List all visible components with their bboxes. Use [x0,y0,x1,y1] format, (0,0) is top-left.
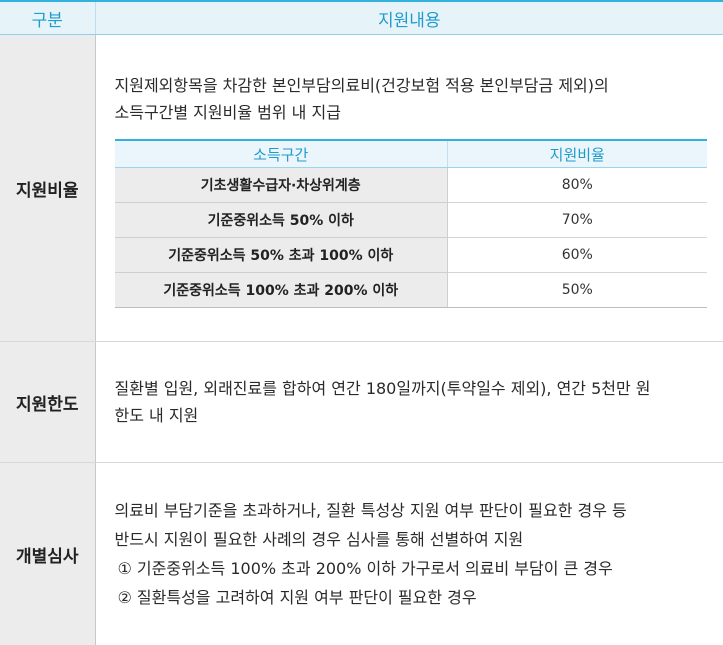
support-rate-description: 지원제외항목을 차감한 본인부담의료비(건강보험 적용 본인부담금 제외)의 소… [115,72,723,126]
review-criteria-item: ① 기준중위소득 100% 초과 200% 이하 가구로서 의료비 부담이 큰 … [118,554,723,583]
support-rate-content: 지원제외항목을 차감한 본인부담의료비(건강보험 적용 본인부담금 제외)의 소… [95,35,723,342]
support-limit-content: 질환별 입원, 외래진료를 합하여 연간 180일까지(투약일수 제외), 연간… [95,342,723,463]
description-line: 지원제외항목을 차감한 본인부담의료비(건강보험 적용 본인부담금 제외)의 [115,72,723,99]
description-line: 반드시 지원이 필요한 사례의 경우 심사를 통해 선별하여 지원 [115,525,723,554]
support-limit-description: 질환별 입원, 외래진료를 합하여 연간 180일까지(투약일수 제외), 연간… [115,375,723,429]
header-income-bracket: 소득구간 [115,140,448,168]
support-rate-cell: 80% [448,168,707,203]
row-label-support-rate: 지원비율 [0,35,95,342]
header-content: 지원내용 [95,1,723,35]
row-individual-review: 개별심사 의료비 부담기준을 초과하거나, 질환 특성상 지원 여부 판단이 필… [0,463,723,645]
income-bracket-table: 소득구간 지원비율 기초생활수급자·차상위계층 80% 기준중위소득 50% 이… [115,139,707,308]
header-category: 구분 [0,1,95,35]
description-line: 한도 내 지원 [115,402,723,429]
table-row: 기초생활수급자·차상위계층 80% [115,168,707,203]
header-row: 구분 지원내용 [0,1,723,35]
table-row: 기준중위소득 50% 이하 70% [115,203,707,238]
income-bracket-cell: 기준중위소득 50% 이하 [115,203,448,238]
row-support-limit: 지원한도 질환별 입원, 외래진료를 합하여 연간 180일까지(투약일수 제외… [0,342,723,463]
support-rate-cell: 60% [448,238,707,273]
support-rate-cell: 50% [448,273,707,308]
income-bracket-cell: 기준중위소득 50% 초과 100% 이하 [115,238,448,273]
individual-review-description: 의료비 부담기준을 초과하거나, 질환 특성상 지원 여부 판단이 필요한 경우… [115,496,723,612]
table-row: 기준중위소득 50% 초과 100% 이하 60% [115,238,707,273]
description-line: 소득구간별 지원비율 범위 내 지급 [115,99,723,126]
table-row: 기준중위소득 100% 초과 200% 이하 50% [115,273,707,308]
income-bracket-cell: 기초생활수급자·차상위계층 [115,168,448,203]
description-line: 의료비 부담기준을 초과하거나, 질환 특성상 지원 여부 판단이 필요한 경우… [115,496,723,525]
review-criteria-item: ② 질환특성을 고려하여 지원 여부 판단이 필요한 경우 [118,583,723,612]
header-support-rate: 지원비율 [448,140,707,168]
support-rate-cell: 70% [448,203,707,238]
individual-review-content: 의료비 부담기준을 초과하거나, 질환 특성상 지원 여부 판단이 필요한 경우… [95,463,723,645]
row-support-rate: 지원비율 지원제외항목을 차감한 본인부담의료비(건강보험 적용 본인부담금 제… [0,35,723,342]
income-table-header-row: 소득구간 지원비율 [115,140,707,168]
row-label-support-limit: 지원한도 [0,342,95,463]
description-line: 질환별 입원, 외래진료를 합하여 연간 180일까지(투약일수 제외), 연간… [115,375,723,402]
income-bracket-cell: 기준중위소득 100% 초과 200% 이하 [115,273,448,308]
row-label-individual-review: 개별심사 [0,463,95,645]
